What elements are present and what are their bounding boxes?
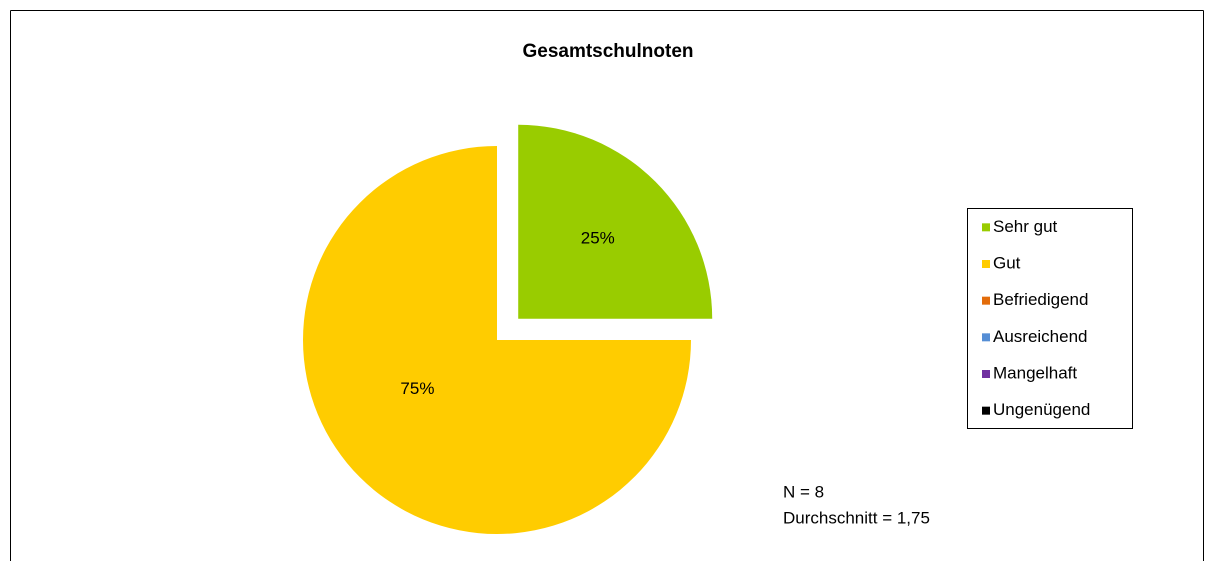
legend-label: Befriedigend [993,290,1088,309]
annotation: N = 8 [783,482,824,501]
pie-slice [303,146,691,534]
legend-label: Ungenügend [993,400,1090,419]
chart-title: Gesamtschulnoten [522,41,693,62]
data-label: 75% [400,379,434,398]
legend-label: Mangelhaft [993,363,1077,382]
annotation: Durchschnitt = 1,75 [783,508,930,527]
legend-swatch [982,406,990,415]
legend-swatch [982,333,990,342]
legend-swatch [982,370,990,378]
pie-slice [518,124,713,319]
legend-swatch [982,296,990,305]
legend-label: Gut [993,253,1021,272]
data-label: 25% [581,229,615,248]
legend-label: Ausreichend [993,327,1088,346]
legend-label: Sehr gut [993,217,1058,236]
legend-box [967,208,1133,429]
legend-swatch [982,260,990,268]
legend-swatch [982,223,990,232]
